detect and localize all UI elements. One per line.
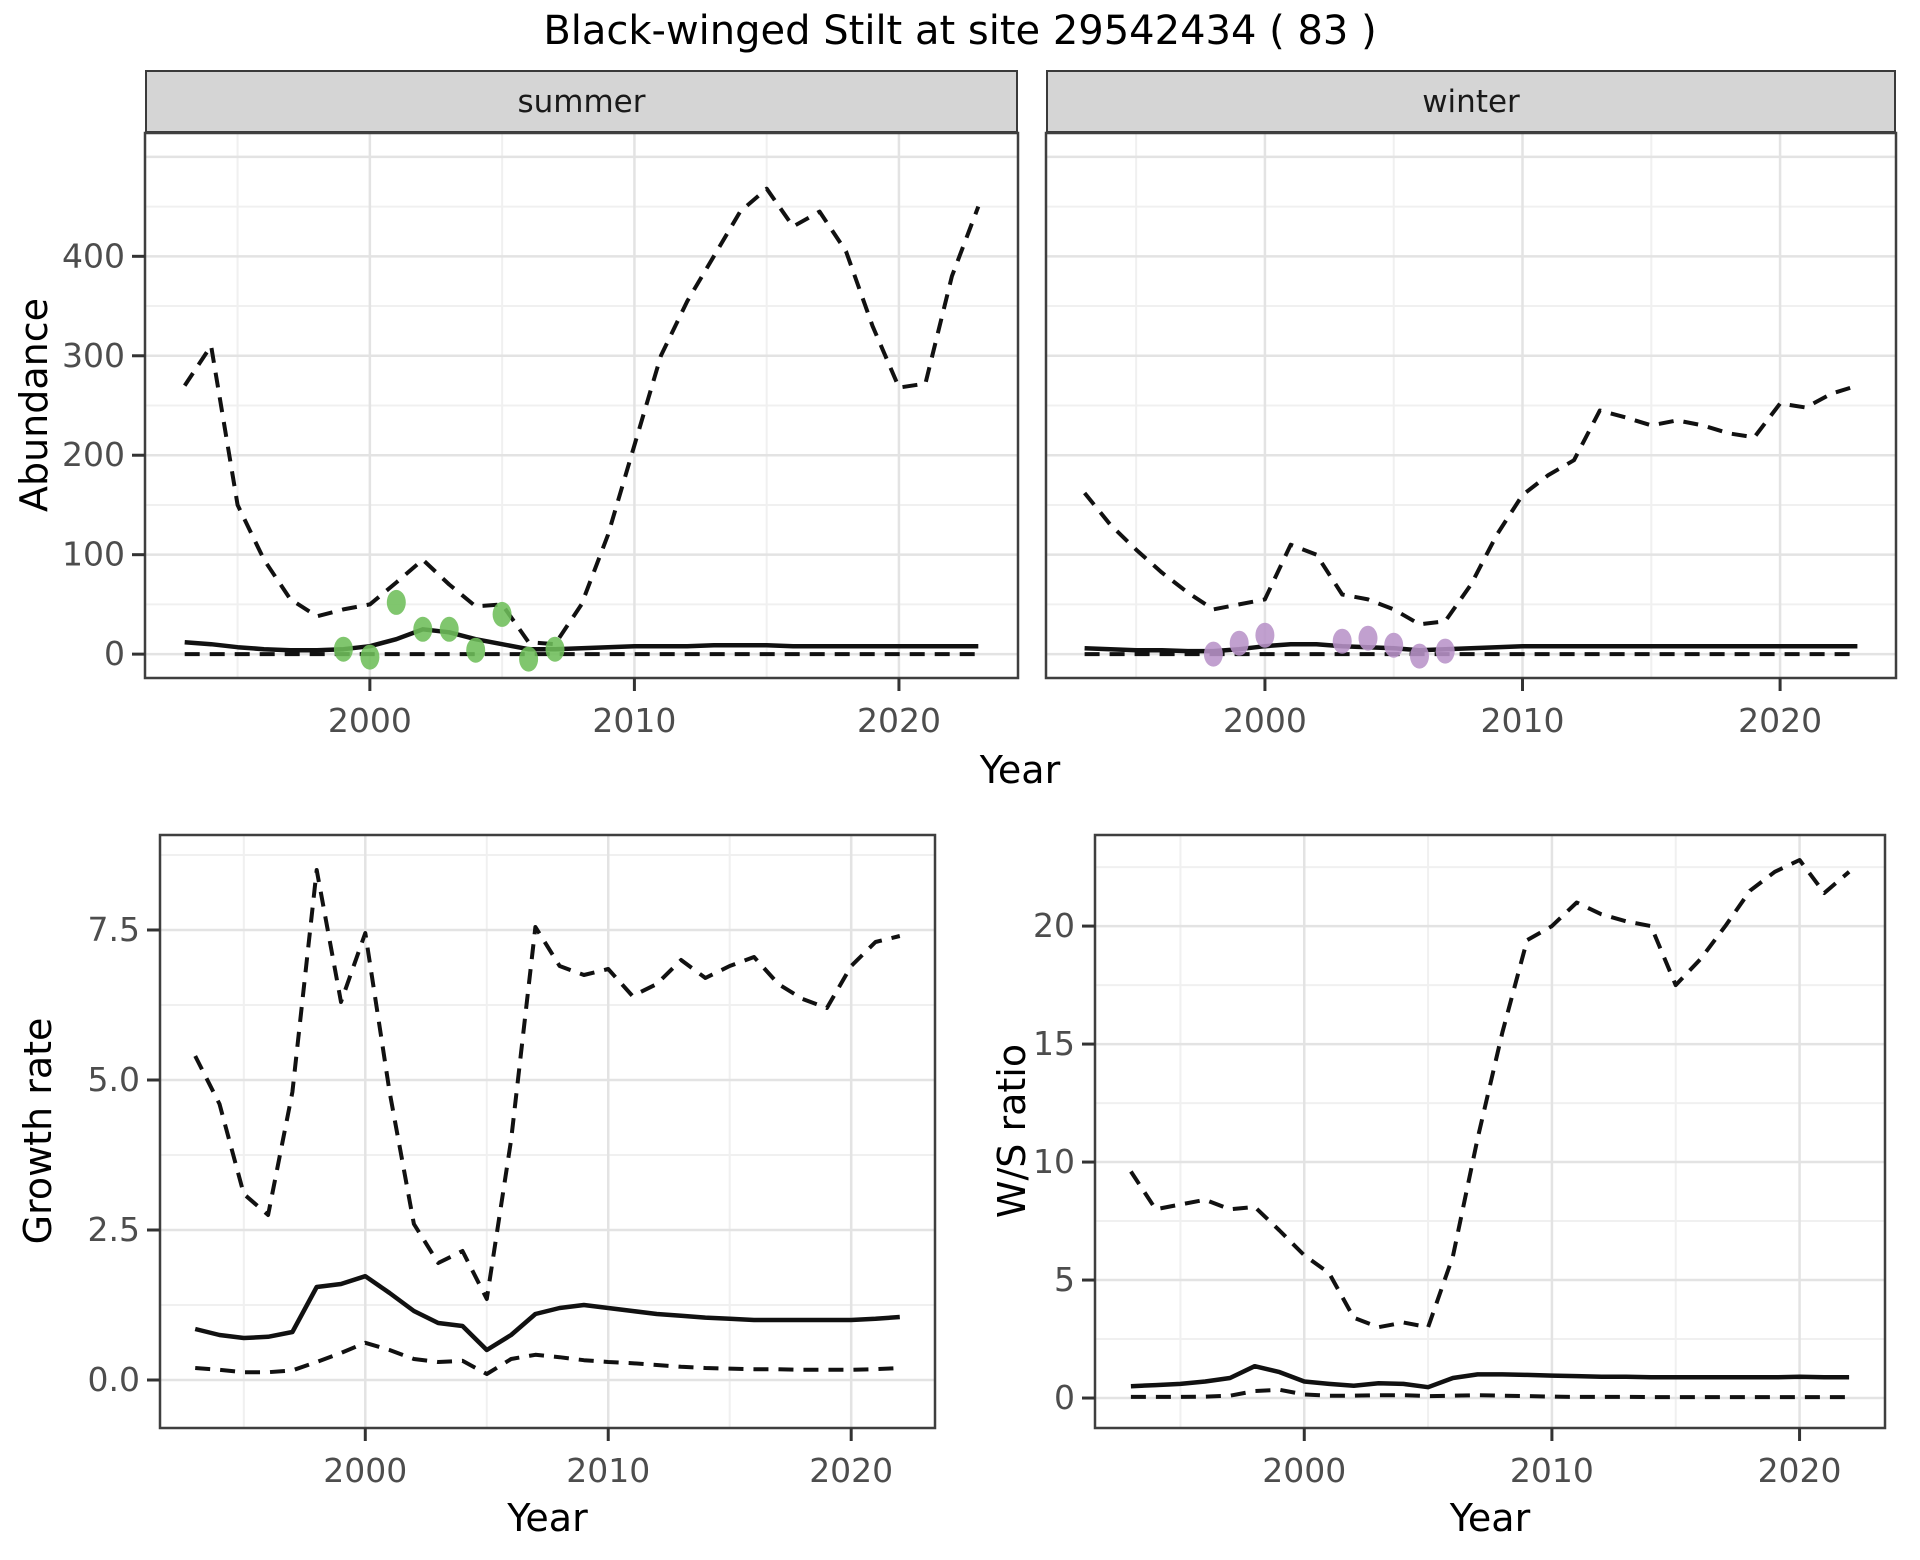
gridlines-minor xyxy=(160,835,935,1428)
x-axis-title-ws: Year xyxy=(1449,1496,1531,1540)
x-tick-label: 2010 xyxy=(592,701,676,740)
series-path-upper_dashed_q97_5 xyxy=(193,868,901,1301)
y-tick-label: 5.0 xyxy=(88,1060,140,1099)
x-tick-label: 2020 xyxy=(809,1451,893,1490)
facet-strip-winter: winter xyxy=(1046,70,1896,133)
facet-strip-summer-label: summer xyxy=(517,83,646,120)
data-point xyxy=(545,636,565,662)
y-tick-label: 100 xyxy=(62,535,125,574)
y-tick-label: 5 xyxy=(1054,1260,1075,1299)
x-tick-label: 2010 xyxy=(1481,701,1565,740)
series-path-median_solid xyxy=(194,1273,900,1353)
x-tick-label: 2020 xyxy=(1758,1451,1842,1490)
data-point xyxy=(1229,630,1249,656)
observed-points-winter xyxy=(1203,622,1455,669)
y-axis-title-ws-ratio: W/S ratio xyxy=(990,1043,1034,1219)
series-path-median_solid xyxy=(1130,1363,1850,1390)
gridlines-major xyxy=(1095,835,1885,1428)
y-tick-label: 0 xyxy=(1054,1378,1075,1417)
y-tick-label: 15 xyxy=(1033,1024,1075,1063)
gridlines-major xyxy=(160,835,935,1428)
x-axis-winter: 2000 2010 2020 xyxy=(1223,678,1822,740)
x-axis-title-growth: Year xyxy=(507,1496,588,1540)
x-tick-label: 2010 xyxy=(566,1451,650,1490)
y-axis-title-growth-rate: Growth rate xyxy=(16,1017,60,1245)
data-point xyxy=(360,644,380,670)
y-tick-label: 2.5 xyxy=(88,1210,140,1249)
data-point xyxy=(413,616,433,642)
panel-border xyxy=(1093,833,1887,1430)
panel-border xyxy=(158,833,937,1430)
x-tick-label: 2020 xyxy=(857,701,941,740)
data-point xyxy=(439,616,459,642)
data-point xyxy=(333,636,353,662)
x-tick-label: 2020 xyxy=(1738,701,1822,740)
y-tick-label: 10 xyxy=(1033,1142,1075,1181)
data-point xyxy=(1203,641,1223,667)
y-axis-summer: 0 100 200 300 400 xyxy=(62,236,145,673)
panel-winter: 2000 2010 2020 xyxy=(1044,131,1898,740)
series-lines xyxy=(193,868,901,1376)
series-path-upper_dashed_q97_5 xyxy=(183,186,981,647)
data-point xyxy=(1410,643,1429,669)
panel-border xyxy=(1044,131,1898,680)
data-point xyxy=(492,601,512,627)
series-lines xyxy=(1129,858,1851,1400)
data-point xyxy=(386,589,406,615)
facet-strip-summer: summer xyxy=(145,70,1018,133)
x-tick-label: 2000 xyxy=(323,1451,407,1490)
x-axis-growth: 2000 2010 2020 xyxy=(323,1428,893,1490)
x-axis-ws: 2000 2010 2020 xyxy=(1262,1428,1842,1490)
observed-points-summer xyxy=(333,589,565,672)
data-point xyxy=(519,646,539,672)
panel-growth: 2000 2010 2020 0.0 2.5 5.0 7.5 xyxy=(88,833,937,1490)
y-tick-label: 400 xyxy=(62,236,125,275)
series-lines xyxy=(183,186,981,657)
y-tick-label: 20 xyxy=(1033,906,1075,945)
y-tick-label: 0 xyxy=(104,634,125,673)
data-point xyxy=(1332,628,1352,654)
gridlines-minor xyxy=(1046,133,1896,678)
panel-border xyxy=(143,131,1020,680)
x-tick-label: 2000 xyxy=(1223,701,1307,740)
y-axis-growth: 0.0 2.5 5.0 7.5 xyxy=(88,910,160,1399)
data-point xyxy=(1358,625,1378,651)
series-path-upper_dashed_q97_5 xyxy=(1129,858,1851,1330)
y-tick-label: 7.5 xyxy=(88,910,140,949)
x-tick-label: 2010 xyxy=(1510,1451,1594,1490)
data-point xyxy=(1255,622,1275,648)
series-path-lower_dashed_q2_5 xyxy=(195,1340,900,1376)
y-tick-label: 0.0 xyxy=(88,1360,140,1399)
y-tick-label: 200 xyxy=(62,435,125,474)
gridlines-major xyxy=(1046,133,1896,678)
data-point xyxy=(466,637,486,663)
panel-ws: 2000 2010 2020 0 5 10 15 20 xyxy=(1033,833,1887,1490)
gridlines-minor xyxy=(1095,835,1885,1428)
y-axis-title-abundance: Abundance xyxy=(12,297,56,513)
facet-strip-winter-label: winter xyxy=(1422,83,1520,120)
x-axis-summer: 2000 2010 2020 xyxy=(328,678,941,740)
gridlines-minor xyxy=(145,133,1018,678)
x-tick-label: 2000 xyxy=(328,701,412,740)
data-point xyxy=(1435,638,1455,664)
data-point xyxy=(1384,632,1404,658)
panel-summer: 2000 2010 2020 0 100 200 300 400 xyxy=(62,131,1020,740)
series-path-median_solid xyxy=(184,627,979,653)
series-path-lower_dashed_q2_5 xyxy=(1130,1387,1850,1400)
chart-title: Black-winged Stilt at site 29542434 ( 83… xyxy=(543,8,1377,54)
y-axis-ws: 0 5 10 15 20 xyxy=(1033,906,1095,1417)
x-tick-label: 2000 xyxy=(1262,1451,1346,1490)
x-axis-title-top: Year xyxy=(979,748,1061,792)
y-tick-label: 300 xyxy=(62,336,125,375)
